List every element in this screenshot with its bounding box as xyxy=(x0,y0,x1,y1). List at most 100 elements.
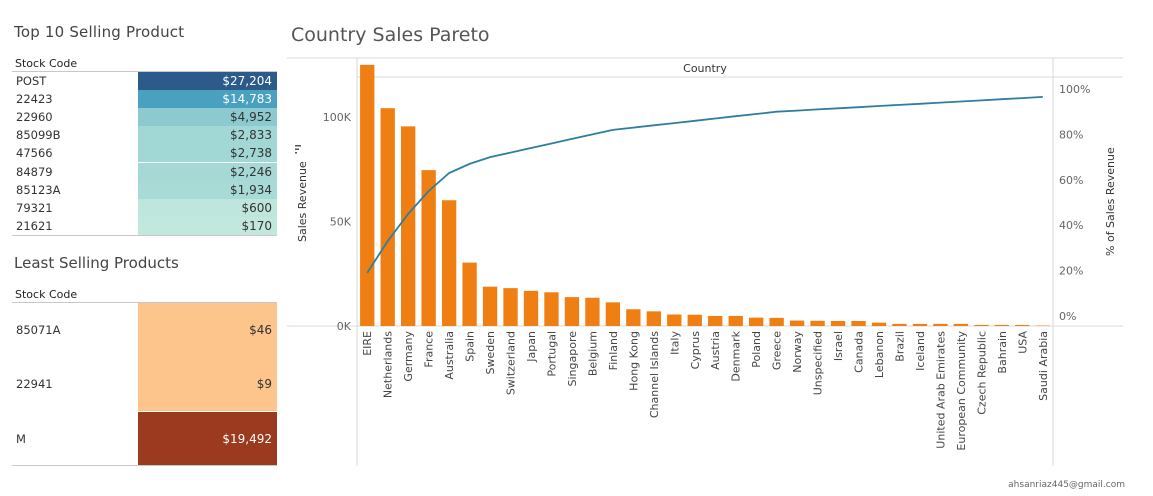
sales-value: $4,952 xyxy=(230,110,272,125)
bar xyxy=(953,323,969,326)
value-cell-fill xyxy=(138,303,277,357)
x-tick-label: Israel xyxy=(832,331,845,361)
sort-icon xyxy=(295,152,297,154)
bar xyxy=(769,317,784,326)
x-tick-label: Switzerland xyxy=(505,331,518,395)
x-tick-label: Channel Islands xyxy=(648,331,661,418)
x-tick-label: Netherlands xyxy=(382,331,395,398)
bar xyxy=(810,320,825,326)
x-tick-label: United Arab Emirates xyxy=(934,331,947,449)
value-cell-fill xyxy=(138,162,277,181)
x-tick-label: Spain xyxy=(464,331,477,362)
bar xyxy=(933,323,948,326)
x-tick-label: Germany xyxy=(402,331,415,382)
bar xyxy=(994,324,1009,326)
least-selling-title: Least Selling Products xyxy=(14,254,179,272)
bar xyxy=(380,108,395,326)
top-selling-header-divider xyxy=(12,71,277,72)
table-row: 79321 $600 xyxy=(12,198,277,217)
stock-code: 79321 xyxy=(16,200,53,215)
sales-value: $2,833 xyxy=(230,128,272,143)
sales-value: $2,246 xyxy=(230,164,272,179)
y-tick-label: 0K xyxy=(337,320,352,333)
bar xyxy=(851,320,866,326)
value-cell-fill xyxy=(138,216,277,235)
bar xyxy=(687,314,702,326)
y-axis-title: Sales Revenue xyxy=(296,161,309,242)
sales-value: $14,783 xyxy=(222,92,272,107)
x-tick-label: Saudi Arabia xyxy=(1037,331,1050,401)
y2-tick-label: 60% xyxy=(1059,174,1083,187)
table-row: 22423 $14,783 xyxy=(12,90,277,109)
sales-value: $1,934 xyxy=(230,182,272,197)
column-header-label: Country xyxy=(683,62,727,75)
table-row: 22960 $4,952 xyxy=(12,108,277,127)
least-selling-header-divider xyxy=(12,302,277,303)
x-tick-label: Japan xyxy=(525,331,538,363)
bar xyxy=(892,323,907,326)
table-row: 21621 $170 xyxy=(12,216,277,235)
sort-icon xyxy=(295,148,299,150)
bar xyxy=(912,323,928,326)
value-cell-fill xyxy=(138,144,277,163)
bar xyxy=(462,262,477,326)
stock-code: 85099B xyxy=(16,128,61,143)
stock-code: 22423 xyxy=(16,92,53,107)
bar xyxy=(482,286,498,326)
value-cell-fill xyxy=(138,180,277,199)
bar xyxy=(503,288,518,326)
value-cell-fill xyxy=(138,72,277,90)
stock-code: POST xyxy=(16,74,47,88)
x-tick-label: Czech Republic xyxy=(975,331,988,415)
y2-tick-label: 40% xyxy=(1059,219,1083,232)
x-tick-label: Greece xyxy=(771,331,784,370)
sales-value: $2,738 xyxy=(230,146,272,161)
table-row: 85099B $2,833 xyxy=(12,126,277,145)
x-tick-label: Norway xyxy=(791,331,804,373)
bar xyxy=(1015,324,1030,326)
value-cell-fill xyxy=(138,411,277,466)
top-selling-column-header: Stock Code xyxy=(15,57,78,70)
value-cell-fill xyxy=(138,126,277,145)
x-tick-label: Sweden xyxy=(484,331,497,374)
x-tick-label: Unspecified xyxy=(812,331,825,395)
table-row: 22941 $9 xyxy=(12,357,277,412)
y2-tick-label: 0% xyxy=(1059,310,1076,323)
table-row: POST $27,204 xyxy=(12,72,277,90)
sales-value: $19,492 xyxy=(222,431,272,446)
table-row: M $19,492 xyxy=(12,411,277,466)
bar xyxy=(523,290,539,326)
bar xyxy=(871,322,887,326)
x-tick-label: Belgium xyxy=(586,331,599,376)
bar xyxy=(401,126,416,326)
x-tick-label: Singapore xyxy=(566,331,579,387)
sort-icon xyxy=(295,145,301,147)
pareto-chart-title: Country Sales Pareto xyxy=(291,24,490,46)
y-tick-label: 50K xyxy=(330,215,352,228)
x-tick-label: Denmark xyxy=(730,330,743,381)
least-selling-bottom-divider xyxy=(12,465,277,466)
x-tick-label: Canada xyxy=(853,331,866,373)
stock-code: 47566 xyxy=(16,146,53,161)
sales-value: $46 xyxy=(249,323,272,337)
bar xyxy=(564,297,580,326)
x-tick-label: Hong Kong xyxy=(627,331,640,391)
cumulative-percent-line xyxy=(366,96,1043,274)
x-tick-label: Lebanon xyxy=(873,331,886,378)
bar xyxy=(360,64,375,327)
y-tick-label: 100K xyxy=(323,111,352,124)
sales-value: $600 xyxy=(241,200,272,215)
bar xyxy=(646,311,661,326)
top-selling-title: Top 10 Selling Product xyxy=(14,23,185,41)
value-cell-fill xyxy=(138,198,277,217)
table-row: 84879 $2,246 xyxy=(12,162,277,181)
y2-tick-label: 80% xyxy=(1059,128,1083,141)
bar xyxy=(667,314,682,326)
bar xyxy=(728,315,743,326)
top-selling-bottom-divider xyxy=(12,235,277,236)
value-cell-fill xyxy=(138,90,277,109)
x-tick-label: Portugal xyxy=(545,331,558,377)
x-tick-label: Brazil xyxy=(893,331,906,362)
stock-code: 84879 xyxy=(16,164,53,179)
table-row: 85071A $46 xyxy=(12,303,277,357)
